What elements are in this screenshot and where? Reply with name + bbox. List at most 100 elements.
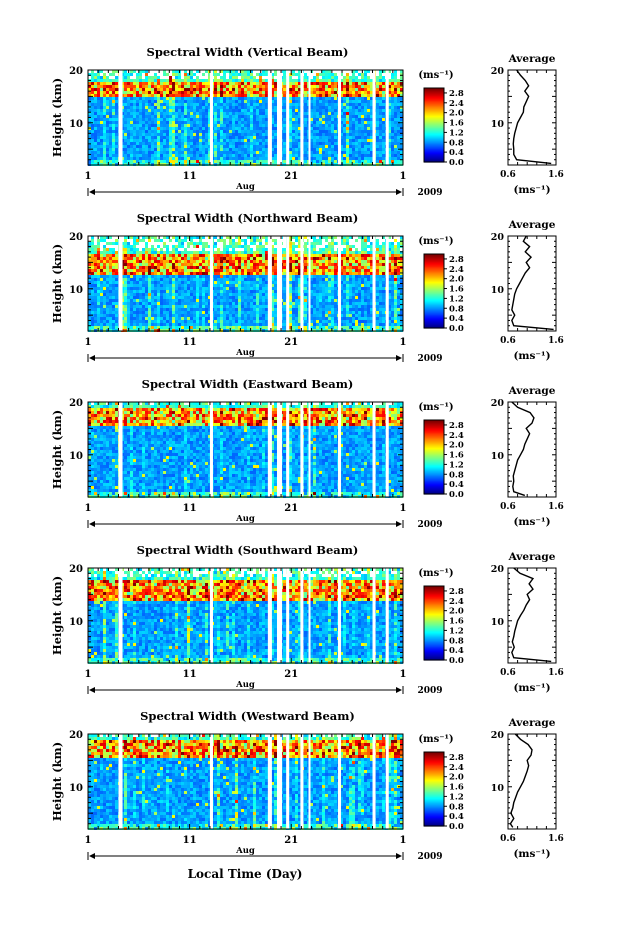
colorbar-segment (424, 137, 444, 140)
colorbar-segment (424, 131, 444, 133)
colorbar-segment (424, 609, 444, 612)
colorbar-segment (424, 150, 444, 153)
colorbar-segment (424, 311, 444, 314)
data-gap (308, 70, 311, 165)
colorbar-segment (424, 631, 444, 634)
colorbar: 0.00.40.81.21.62.02.42.8 (ms⁻¹) (418, 734, 464, 832)
data-gap (372, 236, 376, 331)
colorbar-tick-label: 0.4 (449, 480, 464, 490)
colorbar-segment (424, 148, 444, 151)
average-profile-line (512, 69, 552, 165)
month-label: Aug (235, 514, 255, 524)
average-x-tick-label: 1.6 (548, 502, 564, 512)
colorbar-segment (424, 139, 444, 142)
colorbar-segment (424, 629, 444, 631)
colorbar-segment (424, 282, 444, 285)
x-tick-label: 1 (85, 835, 92, 846)
colorbar-segment (424, 442, 444, 445)
colorbar-segment (424, 477, 444, 480)
colorbar-tick-label: 1.2 (449, 792, 464, 802)
colorbar-segment (424, 89, 444, 92)
colorbar-segment (424, 90, 444, 93)
colorbar-segment (424, 155, 444, 158)
average-y-tick-label: 20 (491, 564, 505, 575)
colorbar-segment (424, 627, 444, 630)
colorbar-segment (424, 450, 444, 453)
arrow-head (396, 355, 402, 361)
colorbar-tick-label: 2.8 (449, 255, 464, 265)
average-y-tick-label: 10 (491, 617, 505, 628)
colorbar-segment (424, 266, 444, 269)
colorbar-segment (424, 107, 444, 110)
colorbar-segment (424, 643, 444, 646)
colorbar-segment (424, 636, 444, 639)
average-panel: Average 10 20 0.6 1.6 (ms⁻¹) (491, 53, 564, 196)
colorbar-tick-label: 1.6 (449, 451, 464, 461)
colorbar-segment (424, 100, 444, 103)
data-gap (337, 734, 342, 829)
colorbar-tick-label: 2.0 (449, 773, 464, 783)
colorbar-segment (424, 485, 444, 488)
colorbar-segment (424, 309, 444, 312)
colorbar-segment (424, 625, 444, 628)
average-x-tick-label: 0.6 (500, 834, 516, 844)
panel-title: Spectral Width (Southward Beam) (137, 543, 359, 557)
colorbar-segment (424, 88, 444, 90)
average-title: Average (508, 53, 556, 65)
colorbar-tick-label: 2.4 (449, 265, 464, 275)
colorbar-segment (424, 650, 444, 652)
average-y-tick-label: 20 (491, 66, 505, 77)
year-label: 2009 (417, 354, 442, 364)
colorbar-segment (424, 641, 444, 644)
colorbar-segment (424, 587, 444, 590)
colorbar-segment (424, 295, 444, 298)
data-gap (277, 402, 283, 497)
colorbar-segment (424, 314, 444, 317)
y-axis-label: Height (km) (50, 742, 64, 821)
colorbar: 0.00.40.81.21.62.02.42.8 (ms⁻¹) (418, 568, 464, 666)
colorbar-tick-label: 0.4 (449, 812, 464, 822)
average-frame (507, 567, 557, 664)
colorbar-segment (424, 132, 444, 135)
colorbar-tick-label: 0.0 (449, 324, 464, 334)
x-tick-label: 21 (284, 503, 298, 514)
data-gap (372, 734, 376, 829)
panel-3: Spectral Width (Eastward Beam)1 11 21 1Aug2… (50, 377, 564, 530)
colorbar-segment (424, 142, 444, 145)
y-axis-label: Height (km) (50, 244, 64, 323)
colorbar-segment (424, 283, 444, 286)
colorbar-segment (424, 772, 444, 775)
colorbar-segment (424, 138, 444, 141)
arrow-head (396, 189, 402, 195)
colorbar-segment (424, 454, 444, 457)
average-x-label: (ms⁻¹) (513, 350, 550, 362)
colorbar-segment (424, 471, 444, 474)
colorbar-segment (424, 605, 444, 608)
data-gap (286, 236, 290, 331)
colorbar-segment (424, 630, 444, 633)
colorbar-segment (424, 642, 444, 645)
x-tick-label: 21 (284, 171, 298, 182)
colorbar-segment (424, 108, 444, 111)
colorbar-segment (424, 808, 444, 811)
colorbar-tick-label: 1.2 (449, 128, 464, 138)
colorbar-segment (424, 281, 444, 283)
colorbar-segment (424, 463, 444, 465)
x-tick-label: 1 (400, 669, 407, 680)
colorbar-segment (424, 125, 444, 127)
colorbar-segment (424, 279, 444, 282)
colorbar-tick-label: 2.0 (449, 109, 464, 119)
average-y-tick-label: 20 (491, 730, 505, 741)
x-tick-label: 11 (183, 171, 197, 182)
colorbar-tick-label: 0.0 (449, 158, 464, 168)
data-gap (209, 402, 213, 497)
colorbar-segment (424, 634, 444, 636)
colorbar-segment (424, 822, 444, 825)
data-gap (267, 70, 272, 165)
colorbar-segment (424, 433, 444, 436)
x-tick-label: 21 (284, 669, 298, 680)
average-frame (507, 733, 557, 830)
colorbar-segment (424, 789, 444, 791)
colorbar-segment (424, 287, 444, 290)
colorbar-segment (424, 325, 444, 328)
